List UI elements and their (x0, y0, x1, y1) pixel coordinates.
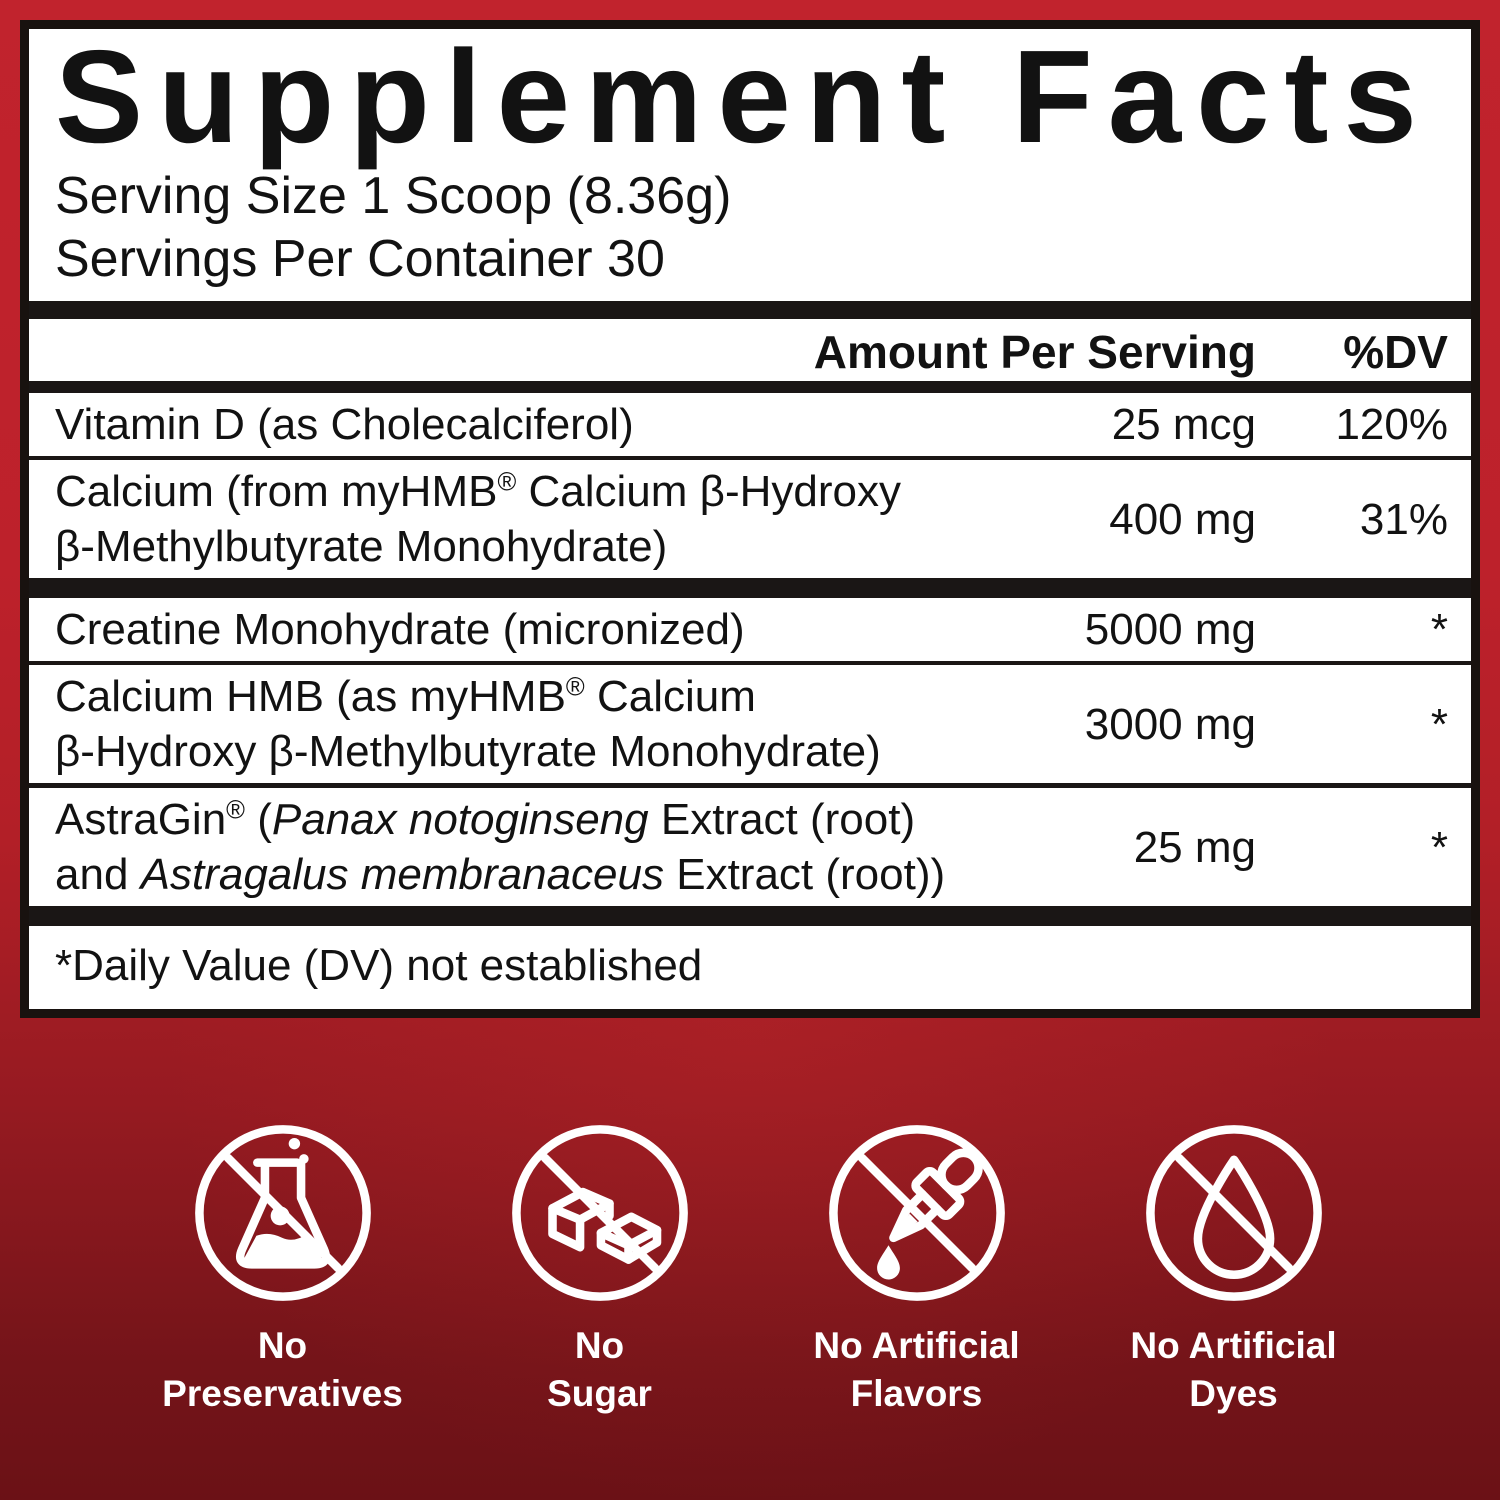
ingredient-dv: * (1430, 605, 1448, 654)
ingredient-name: Calcium (from myHMB® Calcium β-Hydroxy β-… (55, 467, 901, 571)
serving-size-line: Serving Size 1 Scoop (8.36g) (55, 167, 732, 225)
ingredient-dv: * (1430, 699, 1448, 749)
ingredient-name: AstraGin® (Panax notoginseng Extract (ro… (55, 795, 946, 899)
badge-label: No Sugar (547, 1325, 652, 1414)
rule-thin (29, 783, 1471, 788)
ingredient-amount: 25 mcg (1111, 400, 1256, 449)
table-row: Vitamin D (as Cholecalciferol) 25 mcg 12… (29, 393, 1471, 456)
ingredient-name: Vitamin D (as Cholecalciferol) (55, 400, 634, 449)
servings-per-container-line: Servings Per Container 30 (55, 230, 665, 288)
badge-no-artificial-flavors: No Artificial Flavors (758, 1118, 1075, 1418)
no-artificial-dyes-droplet-icon (1145, 1125, 1322, 1301)
rule-medium (29, 381, 1471, 393)
badge-label: No Preservatives (162, 1325, 403, 1414)
ingredient-amount: 3000 mg (1084, 699, 1256, 749)
rule-thin (29, 661, 1471, 665)
table-row: Calcium (from myHMB® Calcium β-Hydroxy β-… (29, 460, 1471, 578)
no-preservatives-flask-icon (194, 1125, 371, 1301)
badge-no-sugar: No Sugar (441, 1118, 758, 1418)
ingredient-amount: 400 mg (1109, 494, 1256, 544)
registered-mark: ® (226, 796, 245, 825)
table-header-row: Amount Per Serving %DV (29, 319, 1471, 381)
table-row: Calcium HMB (as myHMB® Calcium β-Hydroxy … (29, 665, 1471, 783)
badge-no-artificial-dyes: No Artificial Dyes (1075, 1118, 1392, 1418)
badge-label: No Artificial Flavors (813, 1325, 1020, 1414)
ingredient-dv: * (1430, 822, 1448, 872)
rule-thick (29, 578, 1471, 598)
daily-value-footnote: *Daily Value (DV) not established (55, 941, 703, 990)
column-header-amount: Amount Per Serving (813, 326, 1256, 378)
rule-thin (29, 456, 1471, 460)
ingredient-amount: 25 mg (1133, 822, 1256, 872)
registered-mark: ® (497, 468, 517, 497)
badge-label: No Artificial Dyes (1130, 1325, 1337, 1414)
no-artificial-flavors-dropper-icon (828, 1125, 1005, 1301)
no-sugar-cubes-icon (511, 1125, 688, 1301)
badge-no-preservatives: No Preservatives (124, 1118, 441, 1418)
ingredient-name: Calcium HMB (as myHMB® Calcium β-Hydroxy … (55, 672, 881, 776)
table-row: Creatine Monohydrate (micronized) 5000 m… (29, 598, 1471, 661)
registered-mark: ® (565, 673, 585, 702)
ingredient-dv: 31% (1359, 494, 1448, 544)
column-header-dv: %DV (1343, 326, 1448, 378)
panel-title: Supplement Facts (55, 23, 1432, 170)
ingredient-dv: 120% (1335, 400, 1448, 449)
rule-thick (29, 906, 1471, 926)
table-row: AstraGin® (Panax notoginseng Extract (ro… (29, 788, 1471, 906)
claim-badges-row: No Preservatives No Sugar (0, 1118, 1500, 1418)
supplement-facts-panel: Supplement Facts Serving Size 1 Scoop (8… (20, 20, 1480, 1018)
rule-thick (29, 301, 1471, 319)
ingredient-amount: 5000 mg (1084, 605, 1256, 654)
ingredient-name: Creatine Monohydrate (micronized) (55, 605, 745, 654)
